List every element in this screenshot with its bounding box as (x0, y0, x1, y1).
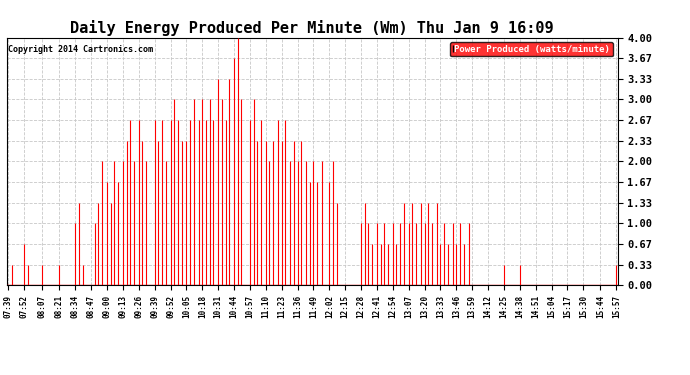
Legend: Power Produced (watts/minute): Power Produced (watts/minute) (450, 42, 613, 56)
Text: Copyright 2014 Cartronics.com: Copyright 2014 Cartronics.com (8, 45, 153, 54)
Title: Daily Energy Produced Per Minute (Wm) Thu Jan 9 16:09: Daily Energy Produced Per Minute (Wm) Th… (70, 20, 554, 36)
